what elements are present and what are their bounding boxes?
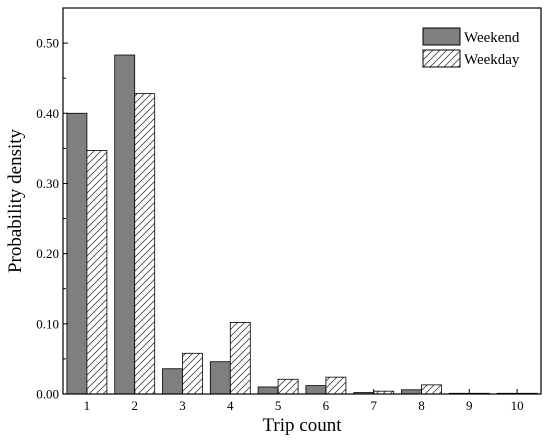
bar-weekend-6 [305, 385, 327, 395]
legend-swatch-weekday-hatch [422, 49, 461, 68]
bar-weekday-1 [86, 150, 108, 395]
y-tick-label-0.50: 0.50 [36, 36, 59, 51]
x-tick-label-1: 1 [84, 398, 91, 413]
legend-swatch-weekend [422, 27, 461, 46]
plot-frame [62, 7, 542, 395]
bar-weekday-8 [421, 384, 442, 395]
legend-label-weekday: Weekday [464, 52, 520, 68]
y-tick-label-0.00: 0.00 [36, 387, 59, 402]
bar-weekend-1 [66, 112, 88, 395]
y-tick-label-0.30: 0.30 [36, 176, 59, 191]
y-tick-label-0.20: 0.20 [36, 246, 59, 261]
bar-weekday-3 [182, 352, 203, 395]
bar-weekend-8 [401, 389, 422, 395]
bar-weekend-3 [162, 368, 183, 395]
x-axis-title: Trip count [262, 415, 342, 436]
x-tick-label-6: 6 [323, 398, 330, 413]
x-tick-label-9: 9 [466, 398, 473, 413]
bar-weekend-5 [257, 386, 279, 395]
x-tick-label-2: 2 [131, 398, 138, 413]
bar-weekday-6 [325, 376, 347, 395]
y-axis-ticks: 0.00 0.10 0.20 0.30 0.40 0.50 [36, 36, 68, 402]
x-axis-ticks: 1 2 3 4 5 6 7 8 9 10 [84, 389, 524, 413]
legend: Weekend Weekday [422, 27, 520, 68]
x-tick-label-8: 8 [418, 398, 425, 413]
bars-group [66, 54, 538, 395]
y-axis-title: Probability density [5, 128, 26, 273]
y-tick-label-0.40: 0.40 [36, 106, 59, 121]
x-tick-label-5: 5 [275, 398, 282, 413]
x-tick-label-10: 10 [511, 398, 524, 413]
bar-weekday-4 [229, 322, 251, 395]
x-tick-label-7: 7 [370, 398, 377, 413]
x-tick-label-4: 4 [227, 398, 234, 413]
y-tick-label-0.10: 0.10 [36, 316, 59, 331]
x-tick-label-3: 3 [179, 398, 186, 413]
bar-weekend-2 [114, 54, 136, 395]
bar-weekend-4 [209, 361, 231, 395]
bar-weekday-2 [134, 93, 156, 395]
bar-weekday-5 [277, 378, 299, 395]
legend-label-weekend: Weekend [464, 30, 520, 46]
